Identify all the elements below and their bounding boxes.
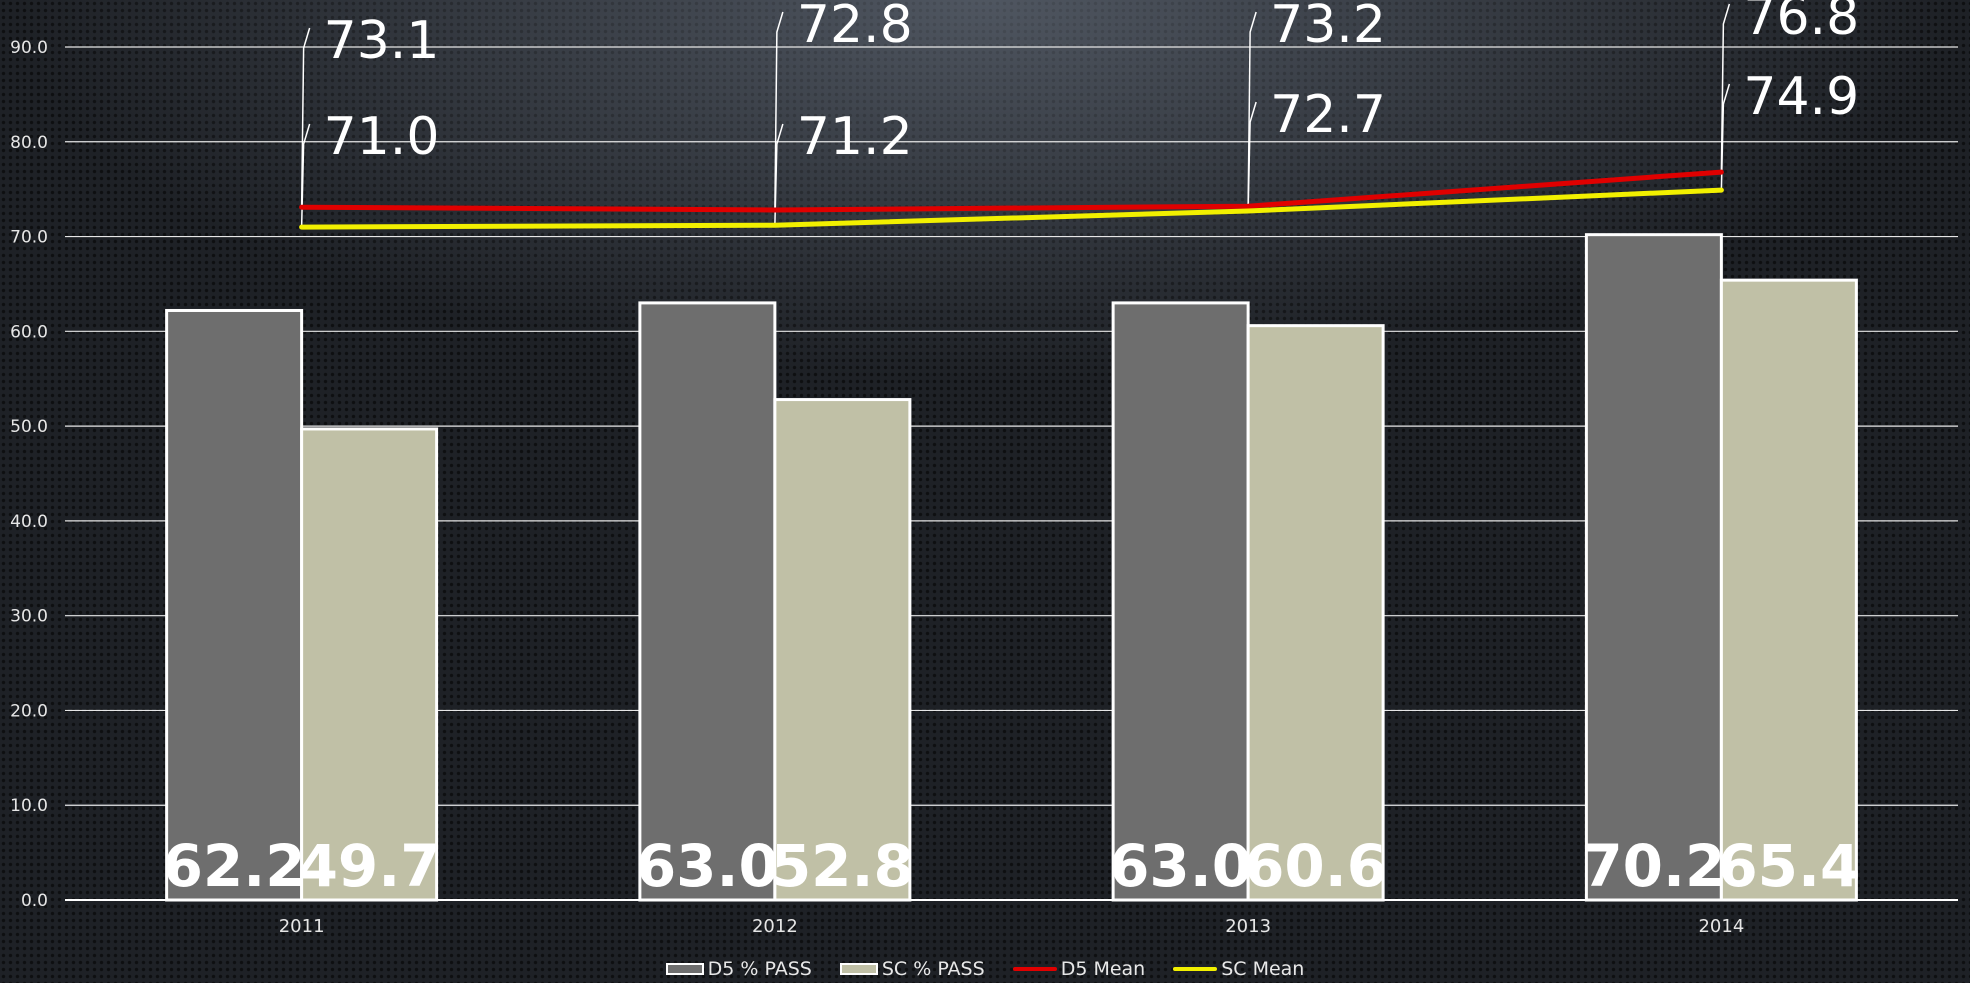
callout-leader: [300, 123, 311, 228]
callout-leader: [1720, 83, 1731, 191]
line-data-label: 71.2: [797, 107, 913, 167]
legend-swatch-d5-mean: [1012, 967, 1057, 971]
y-tick-label: 70.0: [10, 228, 48, 248]
line-data-label: 73.2: [1270, 0, 1386, 55]
bar: [1719, 278, 1858, 902]
line-data-label: 76.8: [1743, 0, 1859, 47]
legend-swatch-sc-pass: [839, 963, 878, 975]
callout-leader: [300, 27, 311, 208]
bar-data-labels: 62.2 63.0 63.0 70.2 49.7 52.8 60.6 65.4: [163, 832, 1861, 900]
y-tick-label: 90.0: [10, 38, 48, 58]
bar: [1111, 301, 1250, 902]
x-tick-label: 2013: [1225, 916, 1271, 937]
line-data-label: 71.0: [324, 107, 440, 167]
line-callouts: 73.1 71.0 72.8 71.2 73.2 72.7 76.8 74.9: [300, 0, 1859, 228]
legend-label-d5-pass: D5 % PASS: [707, 958, 812, 980]
bar: [300, 427, 439, 902]
y-tick-label: 40.0: [10, 512, 48, 532]
line-series: [299, 187, 1724, 230]
legend-label-d5-mean: D5 Mean: [1060, 958, 1146, 980]
legend-swatch-sc-mean: [1173, 967, 1218, 971]
legend: D5 % PASS SC % PASS D5 Mean SC Mean: [0, 955, 1970, 983]
bar-data-label: 63.0: [636, 832, 779, 900]
legend-item-sc-mean: SC Mean: [1173, 958, 1304, 980]
bar: [773, 398, 912, 902]
callout-leader: [1247, 101, 1257, 211]
callout-leader: [774, 11, 784, 211]
combo-chart: 0.010.020.030.040.050.060.070.080.090.0 …: [10, 0, 1958, 937]
line-data-label: 74.9: [1743, 67, 1859, 127]
bar-data-label: 60.6: [1244, 832, 1387, 900]
bar: [1246, 324, 1385, 902]
legend-label-sc-mean: SC Mean: [1221, 958, 1305, 980]
callout-leader: [774, 123, 784, 226]
bar-data-label: 52.8: [771, 832, 914, 900]
legend-label-sc-pass: SC % PASS: [881, 958, 985, 980]
y-tick-label: 10.0: [10, 796, 48, 816]
legend-swatch-d5-pass: [665, 963, 704, 975]
bar-data-label: 63.0: [1109, 832, 1252, 900]
bar: [1584, 233, 1723, 902]
line-data-label: 72.8: [797, 0, 913, 55]
bar-data-label: 70.2: [1582, 832, 1725, 900]
bar-data-label: 62.2: [163, 832, 306, 900]
y-tick-label: 20.0: [10, 701, 48, 721]
line-data-label: 73.1: [324, 11, 440, 71]
x-tick-label: 2014: [1698, 916, 1744, 937]
x-tick-label: 2011: [279, 916, 325, 937]
bar: [638, 301, 777, 902]
legend-item-d5-mean: D5 Mean: [1012, 958, 1146, 980]
legend-item-sc-pass: SC % PASS: [839, 958, 985, 980]
mean-lines: [299, 169, 1724, 230]
bar-data-label: 65.4: [1717, 832, 1860, 900]
bar-data-label: 49.7: [298, 832, 441, 900]
line-data-label: 72.7: [1270, 85, 1386, 145]
callout-leader: [1720, 3, 1731, 173]
x-axis: 2011 2012 2013 2014: [279, 916, 1745, 937]
line-series: [299, 169, 1724, 213]
y-axis: 0.0 10.0 20.0 30.0 40.0 50.0 60.0 70.0 80.0 90.0: [10, 38, 48, 911]
legend-item-d5-pass: D5 % PASS: [665, 958, 812, 980]
x-tick-label: 2012: [752, 916, 798, 937]
y-tick-label: 80.0: [10, 133, 48, 153]
bar: [165, 308, 304, 902]
bars: [165, 233, 1858, 902]
y-tick-label: 0.0: [21, 891, 48, 911]
y-tick-label: 30.0: [10, 607, 48, 627]
y-tick-label: 60.0: [10, 322, 48, 342]
y-tick-label: 50.0: [10, 417, 48, 437]
